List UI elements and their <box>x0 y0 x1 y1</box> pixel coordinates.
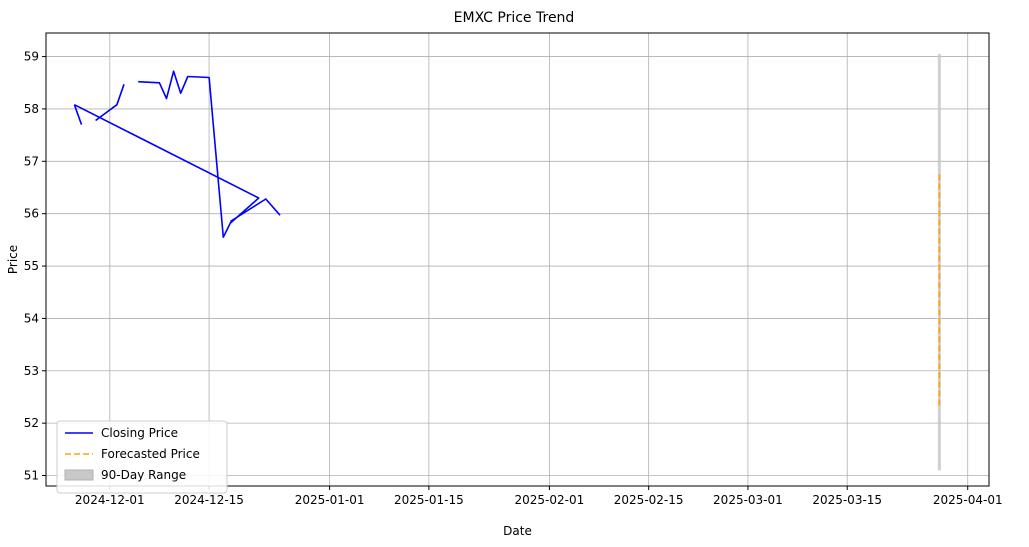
y-tick-label: 57 <box>24 154 39 168</box>
x-tick-label: 2025-02-15 <box>614 493 684 507</box>
y-tick-label: 58 <box>24 102 39 116</box>
legend-label: Closing Price <box>101 426 178 440</box>
legend-box <box>56 420 228 494</box>
legend-label: Forecasted Price <box>101 447 200 461</box>
x-tick-label: 2024-12-15 <box>174 493 244 507</box>
y-tick-label: 59 <box>24 50 39 64</box>
x-axis-ticks: 2024-12-01 2024-12-15 2025-01-01 2025-01-15… <box>75 486 1003 507</box>
series-layer <box>73 70 941 408</box>
legend-swatch <box>64 469 94 481</box>
x-tick-label: 2025-01-15 <box>394 493 464 507</box>
x-tick-label: 2025-03-01 <box>713 493 783 507</box>
legend: Closing Price Forecasted Price 90-Day Rang… <box>56 420 228 494</box>
grid-lines <box>46 33 989 486</box>
x-tick-label: 2025-02-01 <box>515 493 585 507</box>
y-axis-ticks: 51 52 53 54 55 56 57 58 59 <box>24 50 46 483</box>
x-tick-label: 2025-01-01 <box>295 493 365 507</box>
y-tick-label: 56 <box>24 207 39 221</box>
range-band <box>937 53 941 471</box>
x-tick-label: 2025-03-15 <box>812 493 882 507</box>
plot-frame <box>45 32 990 487</box>
y-tick-label: 51 <box>24 469 39 483</box>
y-axis-title: Price <box>6 245 20 274</box>
legend-label: 90-Day Range <box>101 468 186 482</box>
series-line <box>73 70 281 238</box>
x-tick-label: 2025-04-01 <box>933 493 1003 507</box>
y-tick-label: 52 <box>24 416 39 430</box>
range-band-layer <box>937 53 941 471</box>
y-tick-label: 53 <box>24 364 39 378</box>
chart-title: EMXC Price Trend <box>454 10 575 26</box>
y-tick-label: 55 <box>24 259 39 273</box>
x-tick-label: 2024-12-01 <box>75 493 145 507</box>
x-axis-title: Date <box>503 524 532 538</box>
y-tick-label: 54 <box>24 311 39 325</box>
